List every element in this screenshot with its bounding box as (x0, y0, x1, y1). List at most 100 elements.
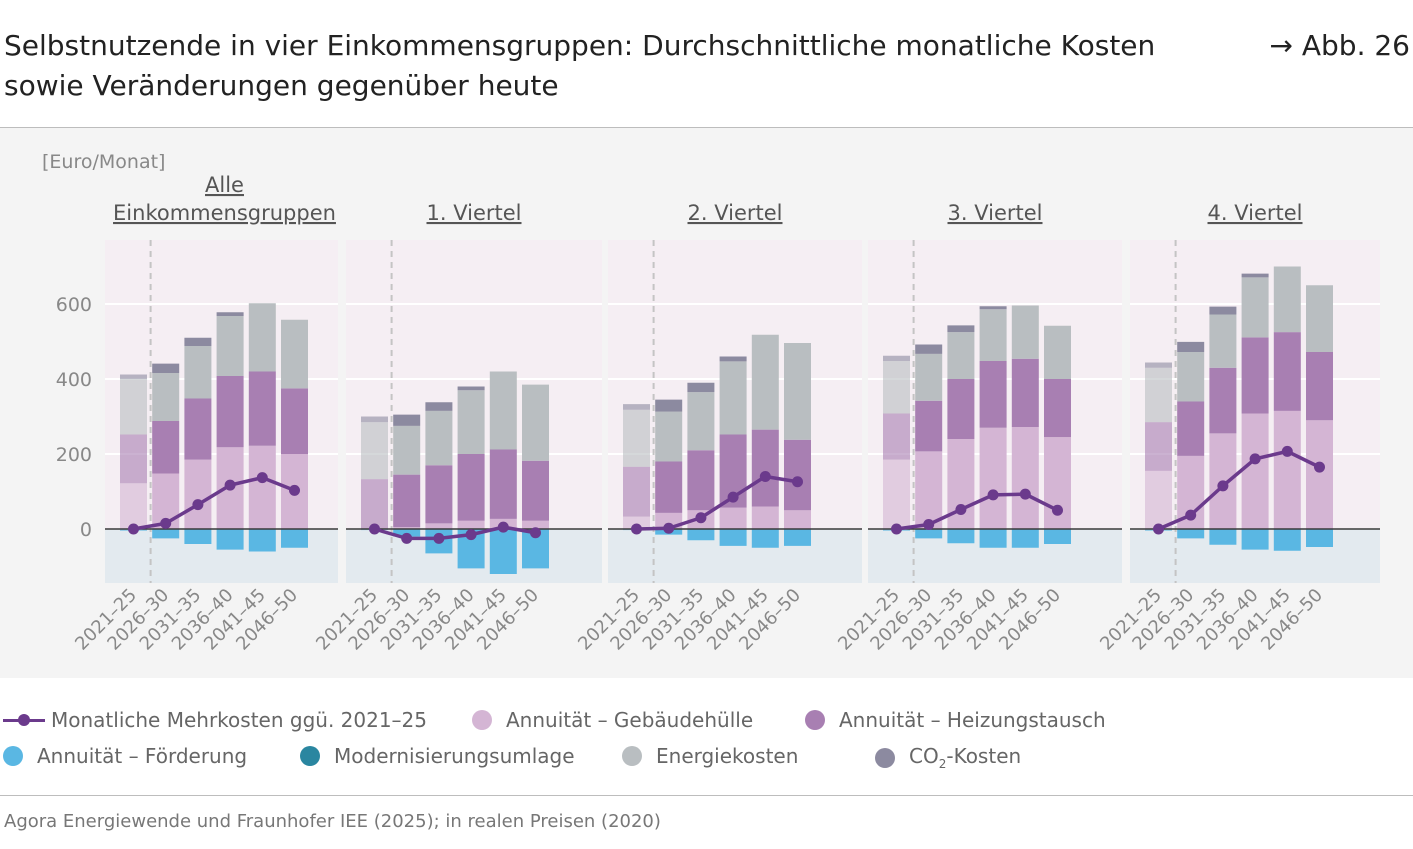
bar-segment-energie (361, 422, 388, 480)
bar-segment-heizungstausch (184, 398, 212, 460)
bar-segment-co2 (152, 363, 180, 373)
bar-segment-heizungstausch (1306, 352, 1333, 421)
legend-swatch-foerderung (3, 746, 23, 766)
bar-segment-heizungstausch (1145, 422, 1172, 471)
bar-segment-energie (1044, 325, 1071, 379)
bar-segment-gebaeudehuelle (522, 520, 549, 529)
bar-segment-energie (1011, 305, 1039, 359)
bar-segment-energie (687, 392, 715, 451)
bar-segment-heizungstausch (947, 379, 975, 439)
y-tick-label: 600 (56, 294, 92, 316)
mehrkosten-point (224, 479, 236, 491)
mehrkosten-point (955, 504, 967, 515)
bar-segment-heizungstausch (751, 429, 779, 507)
bar-segment-foerderung (1044, 529, 1071, 544)
legend-item-heizungstausch: Annuität – Heizungstausch (805, 708, 1106, 732)
mehrkosten-point (465, 529, 477, 541)
bar-segment-energie (281, 319, 308, 389)
panel-title: Einkommensgruppen (113, 201, 336, 225)
bar-segment-co2 (719, 356, 747, 362)
legend-swatch-energie (622, 746, 642, 766)
chart-panel: AlleEinkommensgruppen2021–252026–302031–… (71, 173, 338, 654)
bar-segment-foerderung (915, 529, 943, 539)
mehrkosten-point (1185, 509, 1197, 521)
bar-segment-co2 (425, 402, 453, 411)
panel-title: 4. Viertel (1208, 201, 1303, 225)
mehrkosten-point (1314, 461, 1325, 473)
bar-segment-gebaeudehuelle (751, 506, 779, 529)
bar-segment-gebaeudehuelle (915, 451, 943, 529)
panel-title: 2. Viertel (688, 201, 783, 225)
legend-swatch-co2 (875, 747, 895, 768)
bar-segment-energie (1177, 352, 1205, 402)
mehrkosten-point (369, 523, 380, 535)
bar-segment-energie (1241, 277, 1269, 338)
legend-label-co2: CO2-Kosten (909, 744, 1022, 771)
legend-item-foerderung: Annuität – Förderung (3, 744, 247, 768)
bar-segment-energie (184, 346, 212, 399)
bar-segment-gebaeudehuelle (425, 523, 453, 529)
bar-segment-heizungstausch (281, 388, 308, 454)
mehrkosten-point (923, 519, 935, 530)
bar-segment-energie (883, 361, 910, 414)
bar-segment-gebaeudehuelle (1241, 413, 1269, 529)
bar-segment-energie (1145, 367, 1172, 423)
bar-segment-gebaeudehuelle (1306, 420, 1333, 529)
bar-segment-energie (719, 361, 747, 435)
mehrkosten-point (433, 532, 445, 544)
mehrkosten-point (1281, 445, 1293, 457)
bar-segment-heizungstausch (120, 434, 147, 484)
chart-panel: 1. Viertel2021–252026–302031–352036–4020… (312, 201, 602, 654)
legend-item-gebaeudehuelle: Annuität – Gebäudehülle (472, 708, 753, 732)
bar-segment-energie (947, 332, 975, 379)
bar-segment-heizungstausch (1241, 337, 1269, 414)
bar-segment-foerderung (281, 529, 308, 548)
bar-segment-co2 (216, 312, 244, 316)
legend-item-co2: CO2-Kosten (875, 744, 1021, 771)
bar-segment-foerderung (1273, 529, 1301, 551)
bar-segment-energie (915, 353, 943, 401)
bar-segment-foerderung (784, 529, 811, 546)
chart-title: Selbstnutzende in vier Einkommensgruppen… (4, 29, 1156, 102)
legend-label-modernisierung: Modernisierungsumlage (334, 744, 575, 768)
bar-segment-heizungstausch (687, 450, 715, 511)
bar-segment-heizungstausch (1011, 358, 1039, 427)
bar-segment-co2 (883, 355, 910, 361)
legend-item-modernisierung: Modernisierungsumlage (300, 744, 575, 768)
bar-segment-gebaeudehuelle (393, 527, 421, 529)
bar-segment-energie (623, 409, 650, 467)
mehrkosten-point (1019, 488, 1031, 500)
mehrkosten-point (891, 523, 902, 535)
bar-segment-co2 (1145, 362, 1172, 368)
bar-segment-heizungstausch (361, 479, 388, 529)
bar-segment-gebaeudehuelle (120, 483, 147, 529)
legend-line-marker (3, 710, 45, 730)
bar-segment-co2 (120, 374, 147, 379)
bar-segment-gebaeudehuelle (1145, 470, 1172, 529)
y-axis-label: [Euro/Monat] (42, 151, 165, 173)
bar-segment-co2 (979, 306, 1007, 310)
bar-segment-heizungstausch (393, 474, 421, 528)
bar-segment-co2 (1241, 273, 1269, 278)
bar-segment-foerderung (1209, 529, 1237, 545)
bar-segment-energie (1209, 314, 1237, 368)
legend-swatch-modernisierung (300, 746, 320, 766)
bar-segment-heizungstausch (216, 376, 244, 448)
chart-panel: 3. Viertel2021–252026–302031–352036–4020… (834, 201, 1122, 654)
mehrkosten-point (256, 472, 268, 484)
bar-segment-energie (425, 410, 453, 466)
bar-segment-foerderung (687, 529, 715, 541)
bar-segment-foerderung (1011, 529, 1039, 548)
bar-segment-energie (751, 334, 779, 430)
bar-segment-co2 (184, 337, 212, 346)
mehrkosten-point (160, 517, 172, 529)
bar-segment-gebaeudehuelle (979, 427, 1007, 529)
mehrkosten-line (1157, 449, 1321, 531)
y-tick-label: 0 (80, 519, 92, 541)
mehrkosten-point (727, 491, 739, 503)
mehrkosten-point (128, 523, 139, 535)
mehrkosten-point (401, 532, 413, 544)
bar-segment-energie (655, 411, 683, 462)
bar-segment-heizungstausch (623, 466, 650, 517)
bar-segment-heizungstausch (522, 460, 549, 521)
